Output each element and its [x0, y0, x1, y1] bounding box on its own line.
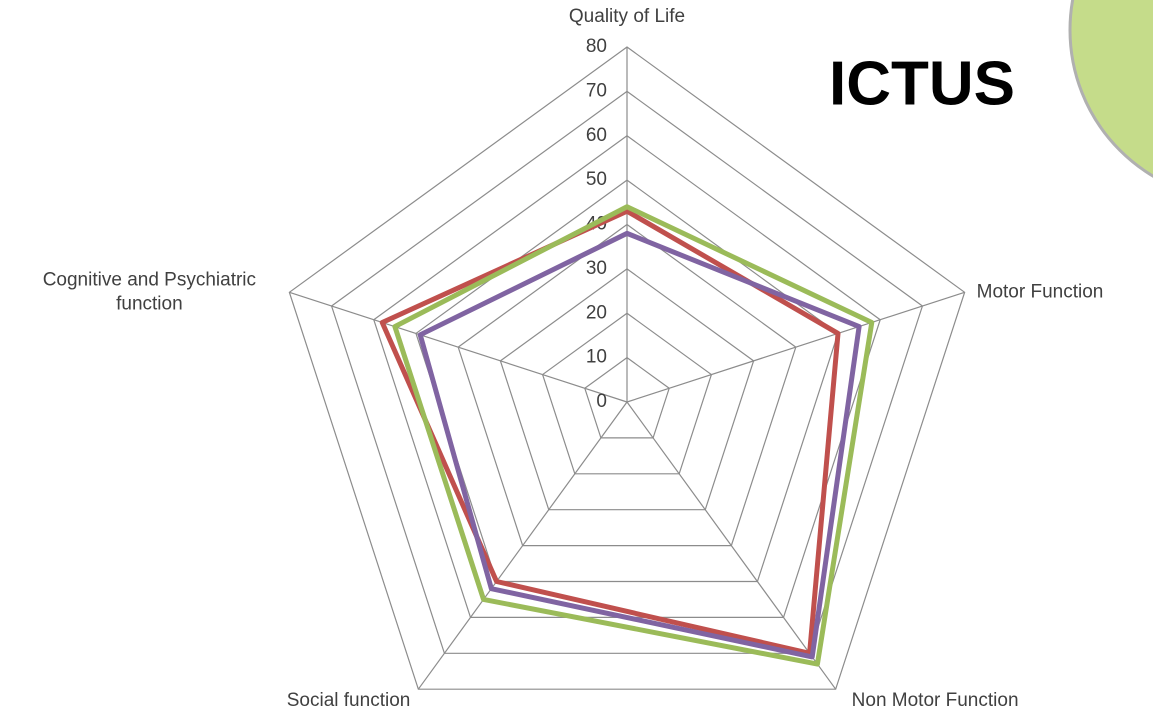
grid-line	[541, 312, 713, 475]
grid-line	[499, 268, 755, 511]
y-tick-label: 50	[586, 169, 607, 190]
y-tick-label: 60	[586, 125, 607, 146]
y-tick-label: 80	[586, 36, 607, 57]
y-tick-label: 70	[586, 80, 607, 101]
axis-spoke	[626, 401, 837, 690]
category-label: Motor Function	[977, 281, 1104, 302]
series-line	[417, 230, 862, 660]
grid-line	[415, 179, 839, 583]
logo	[1068, 0, 1153, 178]
grid-line	[457, 223, 797, 547]
chart-title: ICTUS	[829, 49, 1015, 118]
series-line	[379, 208, 841, 656]
grid-line	[288, 46, 966, 690]
axis-spoke	[289, 291, 628, 403]
grid-line	[330, 90, 924, 654]
axis-spoke	[626, 291, 965, 403]
series-line	[392, 204, 875, 667]
category-label: Social function	[287, 690, 411, 711]
category-label: Cognitive and Psychiatric function	[43, 269, 256, 314]
y-tick-label: 30	[586, 258, 607, 279]
category-label: Non Motor Function	[852, 690, 1019, 711]
y-tick-label: 20	[586, 302, 607, 323]
y-tick-label: 10	[586, 347, 607, 368]
category-label: Quality of Life	[569, 6, 685, 27]
grid-line	[584, 356, 670, 439]
y-tick-label: 0	[596, 391, 607, 412]
axis-spoke	[417, 401, 628, 690]
